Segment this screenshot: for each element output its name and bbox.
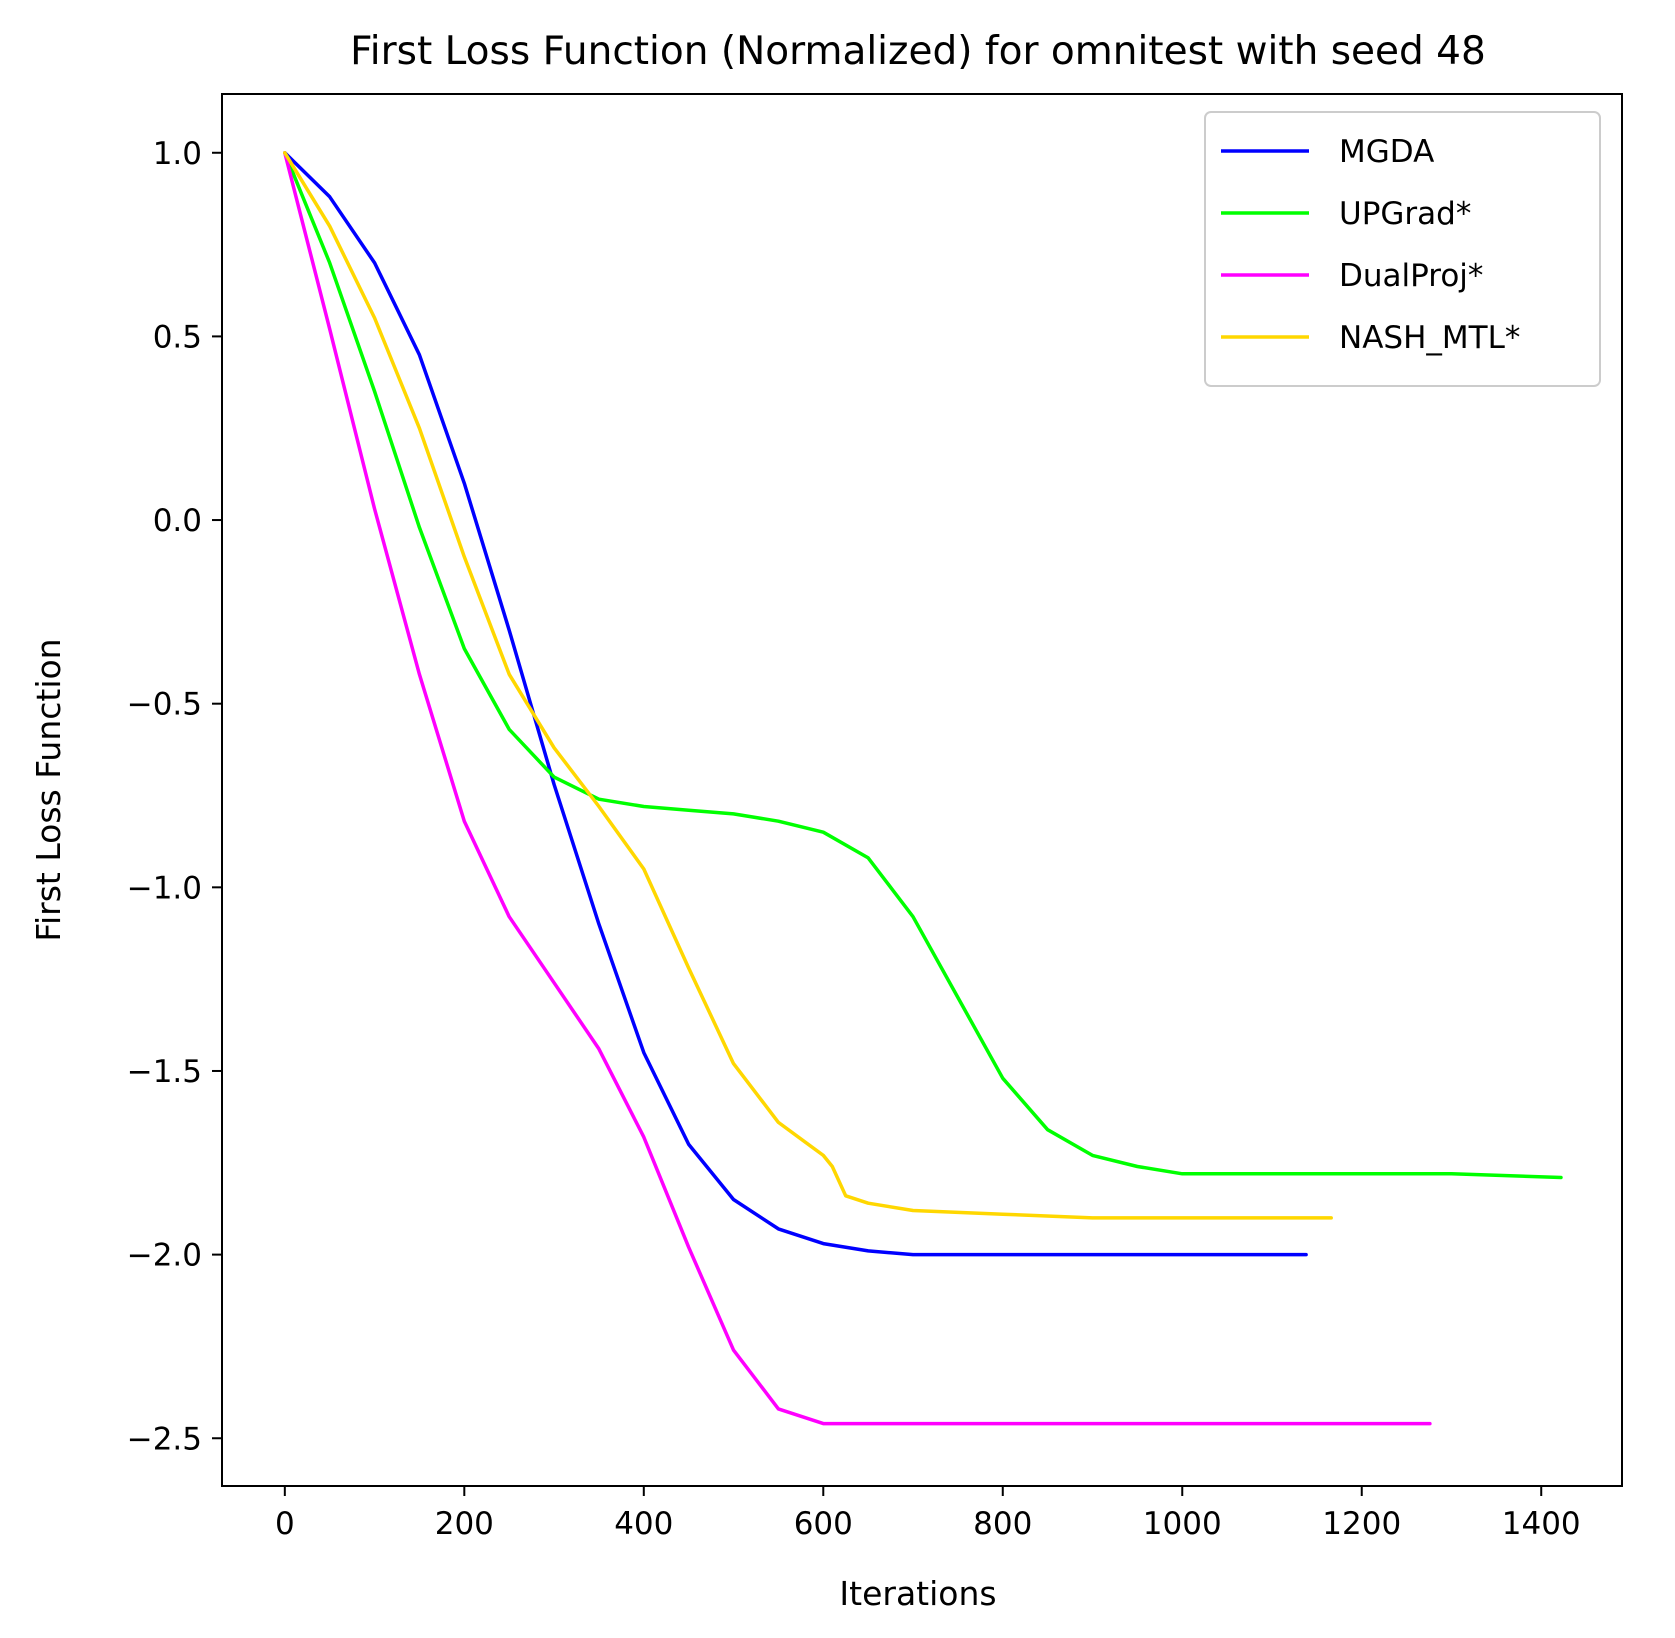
- legend-label: DualProj*: [1339, 258, 1483, 294]
- x-tick-label: 1400: [1502, 1506, 1581, 1542]
- chart-title: First Loss Function (Normalized) for omn…: [350, 29, 1486, 74]
- legend-box: [1204, 111, 1601, 387]
- y-tick-label: −2.5: [127, 1421, 202, 1457]
- x-tick-label: 1000: [1143, 1506, 1222, 1542]
- y-tick-label: −1.0: [127, 870, 202, 906]
- legend-label: NASH_MTL*: [1339, 320, 1520, 356]
- legend: MGDA UPGrad* DualProj* NASH_MTL*: [1204, 111, 1601, 387]
- y-tick-label: 0.5: [153, 319, 202, 355]
- y-tick-label: 0.0: [153, 503, 202, 539]
- legend-label: UPGrad*: [1339, 196, 1471, 232]
- x-axis-label: Iterations: [839, 1574, 996, 1613]
- x-tick-label: 1200: [1322, 1506, 1401, 1542]
- series-line-upgrad: [283, 151, 1563, 1180]
- x-tick-label: 0: [275, 1506, 295, 1542]
- plot-series: [283, 151, 1563, 1426]
- y-axis-label: First Loss Function: [29, 638, 68, 941]
- x-axis: 0 200 400 600 800 1000 1200 1400: [275, 1486, 1581, 1542]
- y-tick-label: −0.5: [127, 687, 202, 723]
- y-tick-label: −1.5: [127, 1054, 202, 1090]
- series-line-dualproj: [283, 151, 1432, 1426]
- series-line-nash-mtl: [283, 151, 1333, 1220]
- y-tick-label: 1.0: [153, 136, 202, 172]
- y-tick-label: −2.0: [127, 1238, 202, 1274]
- x-tick-label: 600: [794, 1506, 853, 1542]
- series-line-mgda: [283, 151, 1308, 1257]
- plot-area-frame: [221, 93, 1623, 1487]
- y-axis: 1.0 0.5 0.0 −0.5 −1.0 −1.5 −2.0 −2.5: [127, 136, 222, 1457]
- x-tick-label: 200: [435, 1506, 494, 1542]
- legend-label: MGDA: [1339, 134, 1434, 170]
- x-tick-label: 800: [973, 1506, 1032, 1542]
- x-tick-label: 400: [614, 1506, 673, 1542]
